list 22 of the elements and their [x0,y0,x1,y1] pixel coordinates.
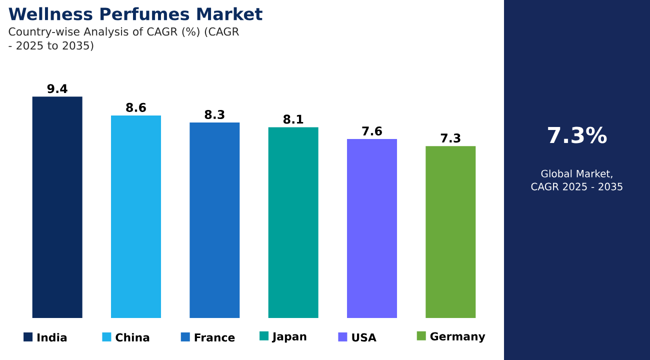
data-label: 7.6 [362,126,382,136]
x-tick-label: France [194,333,235,342]
x-tick-label: India [38,333,67,342]
data-label: 9.4 [47,84,68,94]
data-label: 8.6 [126,102,146,112]
bar [111,115,162,318]
text: 7.3% [548,126,607,144]
data-label: 8.1 [283,114,304,124]
bar [268,127,318,318]
chart-subtitle: Country-wise Analysis of CAGR (%) (CAGR - 2025 to 2035) [8,27,239,51]
x-tick-label: USA [352,333,376,342]
data-label: 8.3 [204,110,224,120]
bar [190,122,240,318]
x-tick-label: Germany [430,332,486,343]
text: Global Market, CAGR 2025 - 2035 [531,170,622,190]
chart-title: Wellness Perfumes Market [8,7,262,20]
bar [426,146,476,318]
bar [32,96,82,318]
x-tick-label: China [116,333,150,342]
bar [347,139,398,318]
x-tick-label: Japan [272,332,306,343]
data-label: 7.3 [440,134,460,143]
